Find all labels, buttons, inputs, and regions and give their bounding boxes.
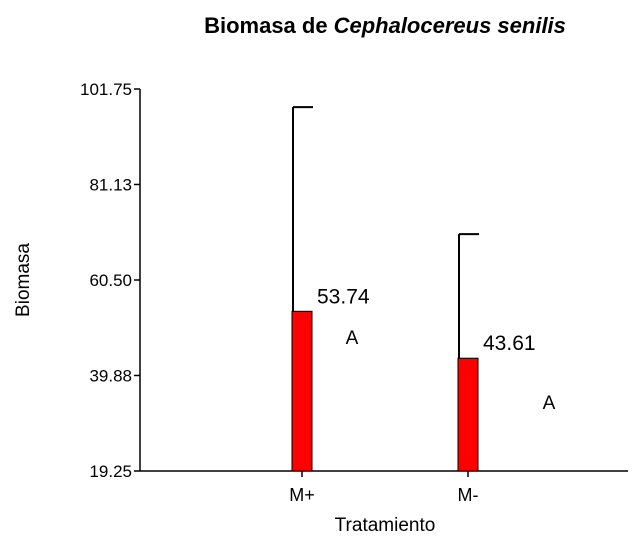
y-tick-label: 81.13 <box>89 175 132 194</box>
x-tick-label: M+ <box>289 485 315 505</box>
x-axis-label: Tratamiento <box>335 515 436 536</box>
y-axis-label: Biomasa <box>13 243 34 317</box>
y-tick-label: 39.88 <box>89 366 132 385</box>
title-italic: Cephalocereus senilis <box>334 13 566 38</box>
data-label: 43.61 <box>483 332 536 355</box>
annotation: A <box>543 393 556 414</box>
data-label: 53.74 <box>317 285 370 308</box>
y-tick-label: 19.25 <box>89 462 132 481</box>
bar <box>457 357 479 472</box>
title-plain: Biomasa de <box>204 13 328 38</box>
y-tick-label: 101.75 <box>80 80 132 99</box>
y-tick-label: 60.50 <box>89 271 132 290</box>
bar <box>291 310 313 472</box>
annotation: A <box>346 328 359 349</box>
chart-title: Biomasa de Cephalocereus senilis <box>204 13 566 38</box>
x-tick-label: M- <box>458 485 479 505</box>
